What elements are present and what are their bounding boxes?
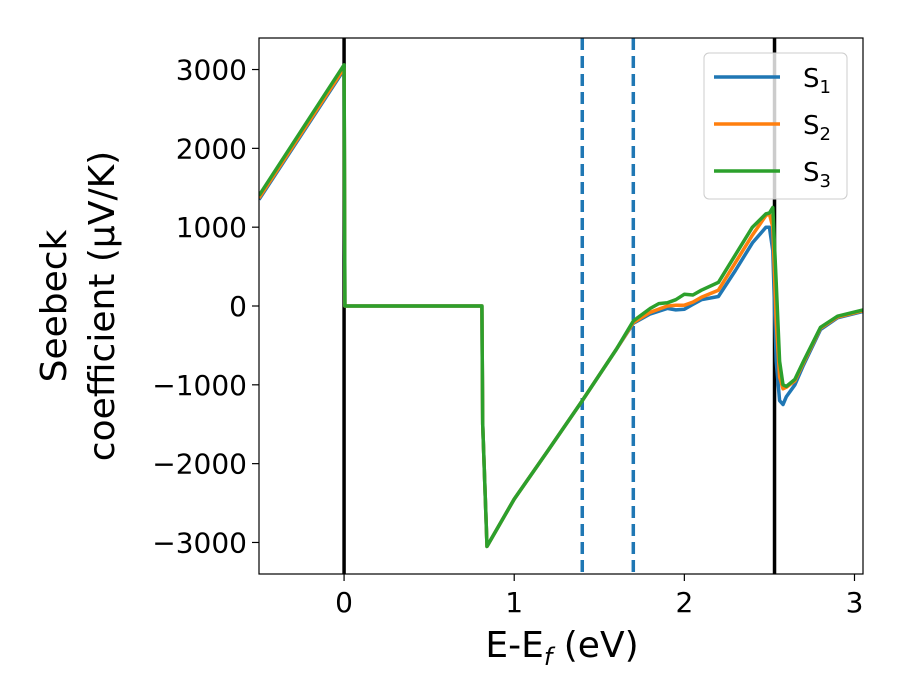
y-tick-label: 0 — [229, 290, 247, 323]
legend-label-3: S3 — [803, 158, 831, 192]
y-tick-label: −2000 — [152, 448, 247, 481]
x-tick-label: 0 — [335, 586, 353, 619]
y-axis-title: Seebeck coefficient (μV/K) — [34, 151, 123, 461]
series-layer — [259, 63, 863, 549]
legend-frame — [703, 52, 848, 200]
y-tick-label: −1000 — [152, 369, 247, 402]
x-tick-label: 1 — [505, 586, 523, 619]
y-tick-label: 3000 — [176, 54, 247, 87]
y-axis-title-line2: coefficient (μV/K) — [82, 151, 123, 461]
legend: S1 S2 S3 — [703, 52, 848, 200]
y-tick-label: 1000 — [176, 211, 247, 244]
x-tick-label: 3 — [846, 586, 864, 619]
x-axis-title-main: E-E — [485, 625, 543, 666]
y-tick-label: −3000 — [152, 526, 247, 559]
x-axis: 0 1 2 3 — [335, 574, 863, 619]
y-axis: 3000 2000 1000 0 −1000 −2000 −3000 — [152, 54, 259, 559]
series-line-3 — [259, 63, 863, 549]
x-tick-label: 2 — [675, 586, 693, 619]
y-tick-label: 2000 — [176, 132, 247, 165]
y-axis-title-line1: Seebeck — [34, 229, 75, 382]
legend-label-2: S2 — [803, 111, 831, 145]
x-axis-title: E-Ef (eV) — [485, 625, 638, 671]
x-axis-title-unit: (eV) — [552, 625, 638, 666]
legend-label-1: S1 — [803, 64, 831, 98]
